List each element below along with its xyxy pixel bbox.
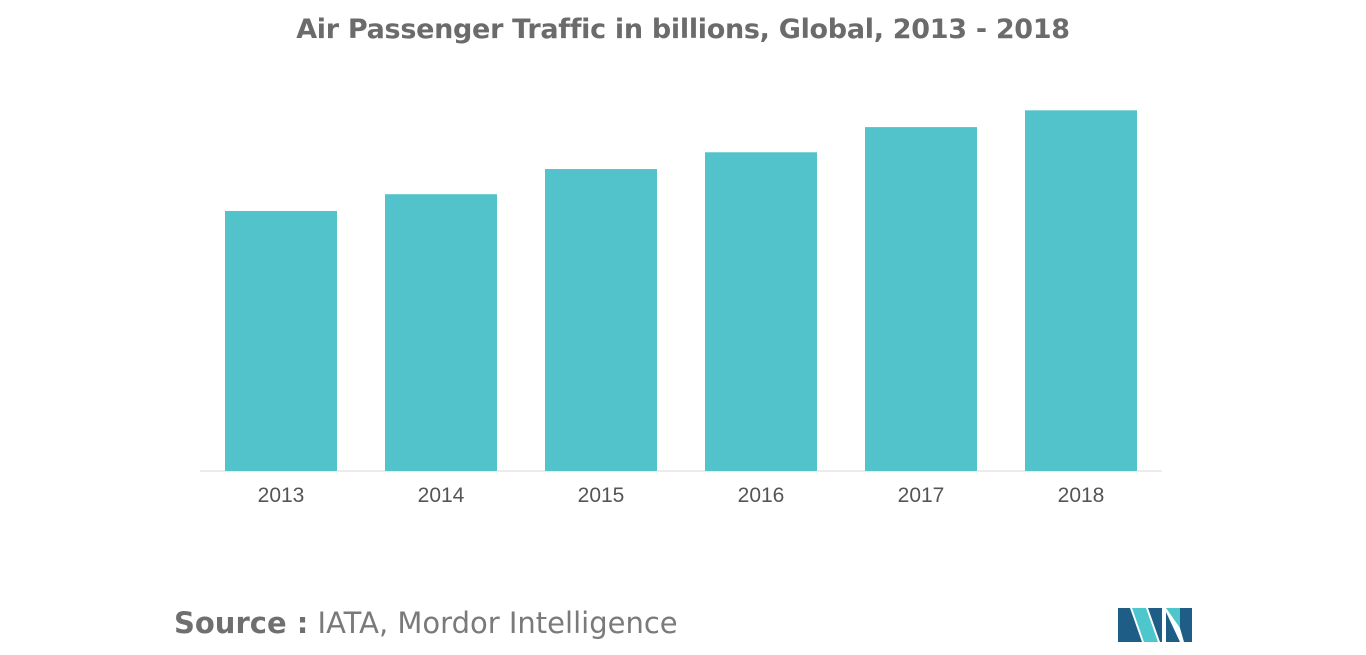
- x-tick-label-2013: 2013: [258, 484, 305, 507]
- x-tick-label-2016: 2016: [738, 484, 785, 507]
- x-tick-label-2018: 2018: [1058, 484, 1105, 507]
- logo-shape-right-bar: [1180, 608, 1192, 642]
- bar-2015: [545, 169, 657, 471]
- logo-shape-right-light: [1166, 608, 1180, 628]
- logo-shape-left: [1118, 608, 1142, 642]
- chart-title: Air Passenger Traffic in billions, Globa…: [296, 14, 1070, 45]
- bar-2018: [1025, 110, 1137, 471]
- bar-chart: 2013 2014 2015 2016 2017 2018: [200, 110, 1162, 507]
- x-tick-label-2017: 2017: [898, 484, 945, 507]
- bar-2017: [865, 127, 977, 471]
- source-note: Source : IATA, Mordor Intelligence: [174, 606, 678, 640]
- bars-group: [225, 110, 1137, 471]
- mordor-intelligence-logo: [1118, 608, 1192, 642]
- logo-shape-mid-light: [1132, 608, 1158, 642]
- source-text: IATA, Mordor Intelligence: [317, 606, 678, 640]
- logo-shape-right-dark: [1166, 612, 1180, 642]
- bar-2014: [385, 194, 497, 471]
- logo-shape-mid-dark: [1148, 608, 1162, 642]
- bar-2016: [705, 152, 817, 471]
- x-tick-labels: 2013 2014 2015 2016 2017 2018: [258, 484, 1105, 507]
- bar-2013: [225, 210, 337, 471]
- source-prefix: Source :: [174, 606, 309, 640]
- x-tick-label-2015: 2015: [578, 484, 625, 507]
- x-tick-label-2014: 2014: [418, 484, 465, 507]
